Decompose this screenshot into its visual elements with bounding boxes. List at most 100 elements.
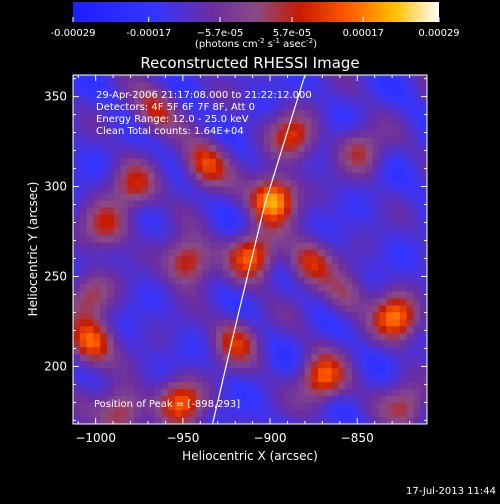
heatmap-cell [127,375,135,383]
heatmap-cell [270,403,278,411]
heatmap-cell [284,277,292,285]
heatmap-cell [372,151,380,160]
heatmap-cell [195,165,203,174]
heatmap-cell [290,403,299,411]
heatmap-cell [263,102,272,111]
heatmap-cell [113,305,122,313]
heatmap-cell [365,95,374,104]
heatmap-cell [284,75,292,83]
heatmap-cell [243,109,251,118]
heatmap-cell [120,81,129,90]
heatmap-cell [365,123,374,132]
heatmap-cell [181,333,190,341]
heatmap-cell [406,403,414,411]
heatmap-cell [195,116,203,125]
heatmap-cell [243,186,251,195]
heatmap-cell [358,109,367,118]
heatmap-cell [107,333,115,341]
heatmap-cell [215,200,224,209]
heatmap-cell [134,151,142,160]
heatmap-cell [318,263,326,272]
heatmap-cell [331,116,340,125]
heatmap-cell [324,165,333,174]
heatmap-cell [209,123,217,132]
heatmap-cell [134,368,142,376]
heatmap-cell [304,81,312,90]
heatmap-cell [297,368,306,376]
heatmap-cell [297,354,306,362]
heatmap-cell [195,263,203,272]
heatmap-cell [134,249,142,258]
heatmap-cell [73,81,81,90]
heatmap-cell [263,326,272,334]
heatmap-cell [107,179,115,188]
heatmap-cell [413,333,421,341]
heatmap-cell [161,284,169,292]
heatmap-cell [107,298,115,306]
heatmap-cell [399,375,408,383]
heatmap-cell [290,256,299,265]
heatmap-cell [93,186,101,195]
heatmap-cell [290,81,299,90]
heatmap-cell [222,95,231,104]
heatmap-cell [290,305,299,313]
heatmap-cell [297,403,306,411]
heatmap-cell [406,221,414,230]
heatmap-cell [406,207,414,216]
heatmap-cell [229,235,237,244]
heatmap-cell [297,95,306,104]
heatmap-cell [324,75,333,83]
heatmap-cell [277,333,285,341]
heatmap-cell [420,123,427,132]
heatmap-cell [161,242,169,251]
heatmap-cell [127,137,135,146]
heatmap-cell [127,277,135,285]
heatmap-cell [120,151,129,160]
heatmap-cell [113,340,122,348]
heatmap-cell [297,221,306,230]
heatmap-cell [202,270,210,279]
heatmap-cell [256,200,265,209]
heatmap-cell [120,144,129,153]
heatmap-cell [161,417,169,424]
heatmap-cell [154,158,163,167]
heatmap-cell [250,109,258,118]
heatmap-cell [338,116,346,125]
heatmap-cell [134,256,142,265]
heatmap-cell [420,109,427,118]
heatmap-cell [263,123,272,132]
heatmap-cell [413,396,421,404]
heatmap-cell [161,102,169,111]
heatmap-cell [215,256,224,265]
heatmap-cell [297,284,306,292]
heatmap-cell [345,305,353,313]
heatmap-cell [202,207,210,216]
heatmap-cell [134,326,142,334]
heatmap-cell [236,137,244,146]
heatmap-cell [420,347,427,355]
heatmap-cell [236,354,244,362]
heatmap-cell [188,151,197,160]
heatmap-cell [256,326,265,334]
heatmap-cell [161,214,169,223]
heatmap-cell [284,403,292,411]
heatmap-cell [413,305,421,313]
heatmap-cell [202,403,210,411]
heatmap-cell [250,368,258,376]
heatmap-cell [358,263,367,272]
heatmap-cell [86,361,95,369]
heatmap-cell [141,382,149,390]
heatmap-cell [127,382,135,390]
heatmap-cell [181,144,190,153]
heatmap-cell [93,81,101,90]
heatmap-cell [127,235,135,244]
heatmap-cell [73,354,81,362]
heatmap-cell [120,298,129,306]
heatmap-cell [127,172,135,181]
heatmap-cell [188,214,197,223]
heatmap-cell [345,158,353,167]
heatmap-cell [86,235,95,244]
heatmap-cell [181,158,190,167]
heatmap-cell [270,137,278,146]
heatmap-cell [113,116,122,125]
